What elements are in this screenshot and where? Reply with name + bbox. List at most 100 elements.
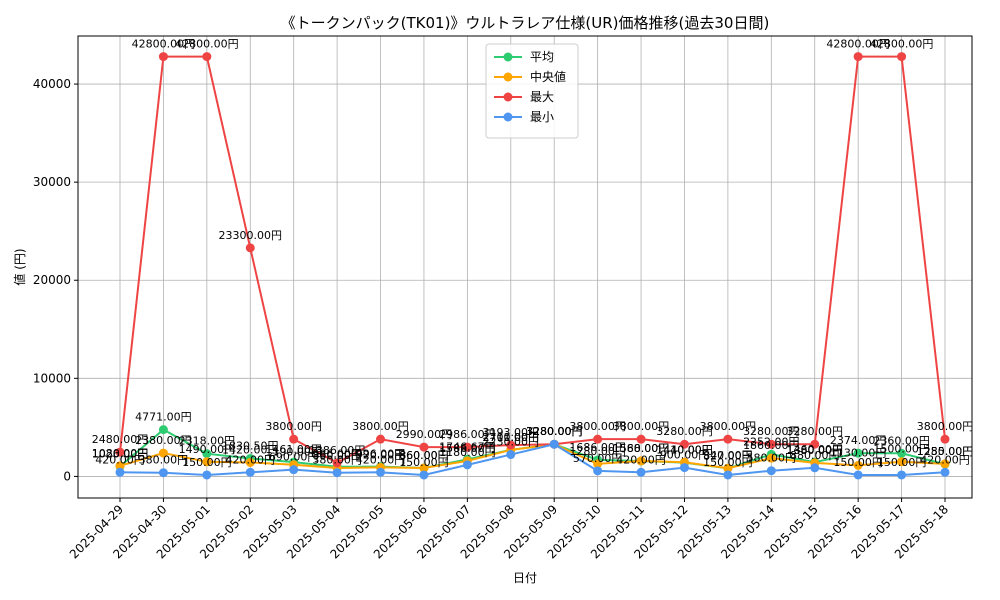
data-label: 3280.00円 [656,425,713,438]
data-label: 380.00円 [312,454,362,467]
data-label: 3800.00円 [352,420,409,433]
data-label: 2700.00円 [483,431,540,444]
data-point [723,470,733,480]
series-line-3 [119,443,946,476]
data-label: 3280.00円 [526,425,583,438]
series-line-2 [119,55,946,464]
data-point [332,458,342,468]
data-label: 2360.00円 [873,434,930,447]
data-labels: 1026.00円 4771.00円 2318.00円1830.50円1461.00円… [92,38,974,469]
legend-label: 平均 [530,50,554,64]
data-label: 380.00円 [139,454,189,467]
data-label: 23300.00円 [219,229,283,242]
data-point [940,467,950,477]
data-label: 1500.00円 [873,443,930,456]
series-line-1 [119,443,946,470]
data-point [462,460,472,470]
data-label: 1280.00円 [917,445,974,458]
data-point [810,439,820,449]
data-label: 3280.00円 [743,425,800,438]
data-label: 1255.00円 [917,445,974,458]
data-label: 150.00円 [833,456,883,469]
data-point [940,434,950,444]
data-label: 1420.00円 [222,443,279,456]
data-label: 42800.00円 [175,38,239,51]
data-label: 3800.00円 [613,420,670,433]
plot-frame [77,35,973,499]
data-point [158,425,168,435]
data-point [419,442,429,452]
data-label: 3280.00円 [526,425,583,438]
data-label: 3193.00円 [483,426,540,439]
data-point [506,440,516,450]
data-point [202,470,212,480]
data-label: 1380.00円 [786,444,843,457]
data-label: 42800.00円 [870,38,934,51]
data-label: 3800.00円 [917,420,974,433]
data-label: 420.00円 [616,453,666,466]
data-point [419,463,429,473]
data-point [853,460,863,470]
data-label: 996.00円 [356,448,406,461]
data-label: 2374.00円 [830,434,887,447]
data-label: 3800.00円 [700,420,757,433]
data-point [723,463,733,473]
data-label: 840.00円 [703,449,753,462]
data-label: 2480.00円 [92,433,149,446]
data-point [853,52,863,62]
data-label: 1410.00円 [656,444,713,457]
data-label: 1461.00円 [265,443,322,456]
data-label: 1686.00円 [569,441,626,454]
data-label: 150.00円 [399,456,449,469]
data-label: 1490.00円 [179,443,236,456]
y-tick-label: 30000 [33,175,71,189]
data-label: 1280.00円 [569,445,626,458]
data-point [593,459,603,469]
x-axis-label: 日付 [513,571,537,585]
y-tick-label: 40000 [33,77,71,91]
y-axis-label: 値 (円) [12,248,27,285]
data-label: 1568.00円 [613,442,670,455]
data-label: 1746.67円 [439,440,496,453]
data-label: 2711.00円 [483,431,540,444]
data-label: 42800.00円 [132,38,196,51]
data-point [897,470,907,480]
data-point [462,442,472,452]
data-point [940,459,950,469]
data-label: 827.00円 [703,449,753,462]
data-label: 1460.00円 [786,443,843,456]
data-point [549,439,559,449]
data-label: 1580.00円 [613,442,670,455]
data-point [115,461,125,471]
data-point [853,470,863,480]
data-label: 1180.00円 [439,446,496,459]
data-label: 1386.00円 [309,444,366,457]
data-point [202,457,212,467]
data-label: 580.00円 [747,452,797,465]
data-label: 1190.00円 [265,446,322,459]
data-point [289,465,299,475]
data-label: 420.00円 [920,453,970,466]
legend-marker [503,52,513,62]
legend-label: 最大 [530,90,554,104]
legend-marker [503,112,513,122]
data-point [376,434,386,444]
data-point [897,52,907,62]
data-point [158,52,168,62]
data-label: 1830.50円 [222,439,279,452]
data-label: 860.00円 [312,449,362,462]
data-point [506,450,516,460]
data-point [332,468,342,478]
data-label: 1860.00円 [743,439,800,452]
grid [78,36,972,498]
data-label: 690.00円 [269,451,319,464]
data-point [636,467,646,477]
data-point [636,456,646,466]
data-label: 900.00円 [660,449,710,462]
series-lines [115,52,950,480]
data-label: 860.00円 [399,449,449,462]
data-label: 420.00円 [226,453,276,466]
data-point [766,466,776,476]
axis-ticks: 0100002000030000400002025-04-292025-04-3… [33,77,951,561]
